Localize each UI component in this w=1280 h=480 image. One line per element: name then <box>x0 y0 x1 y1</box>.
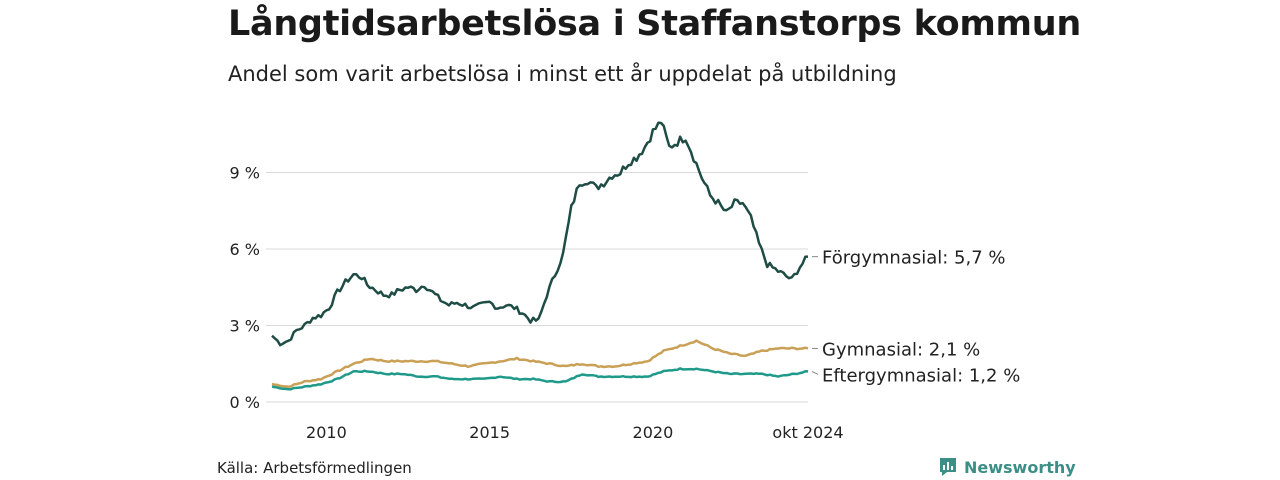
y-tick-label: 3 % <box>230 317 260 336</box>
source-note: Källa: Arbetsförmedlingen <box>217 459 412 477</box>
series-end-label: Förgymnasial: 5,7 % <box>822 248 1006 269</box>
series-line-eftergymnasial <box>271 367 809 391</box>
series-end-label: Gymnasial: 2,1 % <box>822 339 980 360</box>
series-line-förgymnasial <box>271 121 809 347</box>
brand-name: Newsworthy <box>964 457 1076 477</box>
grid-lines <box>266 172 808 403</box>
series-end-label: Eftergymnasial: 1,2 % <box>822 365 1020 386</box>
x-tick-label: 2020 <box>633 423 674 442</box>
page-title: Långtidsarbetslösa i Staffanstorps kommu… <box>228 4 1081 44</box>
x-axis-ticks: 2010 2015 2020 okt 2024 <box>306 423 844 442</box>
brand-logo[interactable]: Newsworthy <box>938 456 1076 478</box>
y-tick-label: 0 % <box>230 393 260 412</box>
y-tick-label: 6 % <box>230 240 260 259</box>
x-tick-label: 2015 <box>469 423 510 442</box>
y-tick-label: 9 % <box>230 164 260 183</box>
y-axis-ticks: 0 % 3 % 6 % 9 % <box>230 164 260 413</box>
newsworthy-logo-icon <box>940 458 956 476</box>
series-line-gymnasial <box>271 339 809 388</box>
page-subtitle: Andel som varit arbetslösa i minst ett å… <box>228 62 897 86</box>
x-tick-label: okt 2024 <box>772 423 843 442</box>
series-lines <box>271 121 809 391</box>
series-end-labels: Förgymnasial: 5,7 % Gymnasial: 2,1 % Efter… <box>811 248 1020 386</box>
x-tick-label: 2010 <box>306 423 347 442</box>
label-leader <box>811 370 819 375</box>
